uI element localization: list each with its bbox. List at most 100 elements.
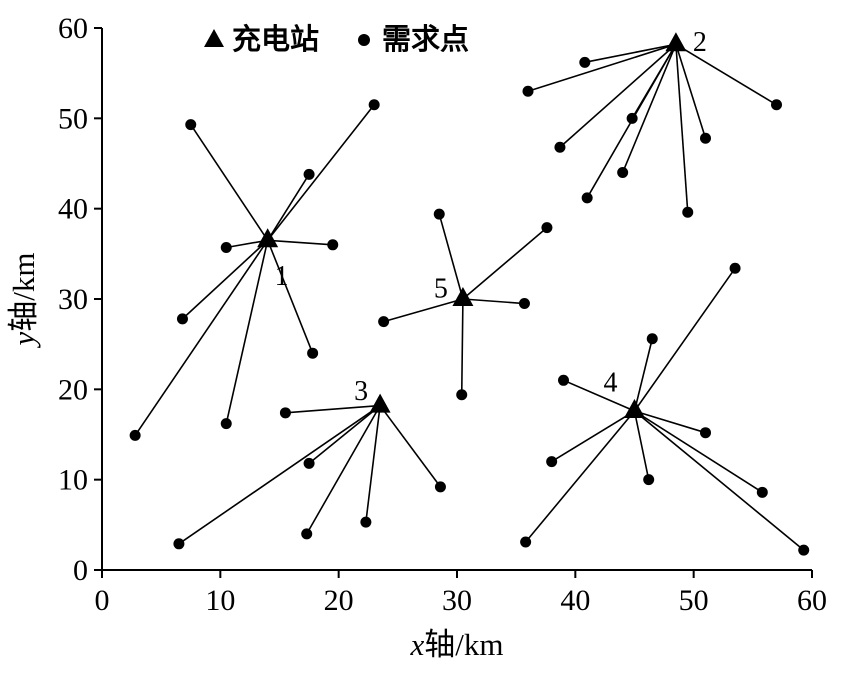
legend-triangle-icon [204, 29, 224, 47]
demand-point [368, 99, 380, 111]
x-tick-label: 40 [560, 584, 590, 617]
demand-point [520, 536, 532, 548]
assignment-line [365, 405, 381, 523]
demand-point [220, 242, 232, 254]
demand-point [579, 56, 591, 68]
y-tick-label: 40 [58, 193, 88, 226]
demand-point [646, 333, 658, 345]
assignment-line [462, 227, 548, 300]
assignment-line [267, 104, 375, 241]
assignment-line [584, 43, 677, 64]
demand-point [433, 208, 445, 220]
demand-point [729, 262, 741, 274]
demand-point [558, 374, 569, 386]
demand-point [129, 429, 141, 441]
demand-point [581, 192, 593, 204]
assignment-line [525, 410, 636, 543]
assignment-line [559, 43, 677, 148]
demand-point [756, 486, 768, 498]
demand-point [626, 112, 638, 124]
assignment-line [134, 239, 269, 436]
y-axis-label: y轴/km [6, 253, 41, 349]
assignment-line [527, 43, 677, 92]
legend: 充电站 需求点 [204, 23, 469, 56]
x-tick-label: 10 [205, 584, 235, 617]
x-tick-label: 60 [797, 584, 827, 617]
assignment-line [438, 213, 464, 300]
legend-label-demand: 需求点 [382, 23, 469, 56]
y-tick-label: 0 [73, 554, 88, 587]
demand-point [617, 167, 629, 179]
assignment-line [285, 404, 381, 414]
demand-point [303, 457, 315, 469]
station-label: 4 [604, 368, 618, 399]
station-label: 3 [354, 376, 368, 407]
demand-point [173, 538, 185, 550]
station-marker [369, 393, 391, 413]
assignment-line [633, 410, 650, 480]
demand-point [360, 516, 372, 528]
x-tick-label: 0 [95, 584, 110, 617]
demand-point [303, 168, 315, 180]
demand-point [554, 141, 566, 153]
demand-point [771, 99, 782, 111]
assignment-line [225, 240, 269, 424]
x-tick-label: 20 [324, 584, 354, 617]
demand-point [700, 427, 711, 439]
demand-point [541, 222, 553, 234]
assignment-line [383, 298, 464, 323]
demand-point [546, 456, 558, 468]
assignment-line [563, 379, 635, 412]
assignment-line [462, 298, 525, 305]
assignment-line [675, 44, 689, 213]
legend-dot-icon [358, 34, 370, 46]
x-tick-label: 50 [679, 584, 709, 617]
x-axis-label: x轴/km [410, 627, 504, 662]
assignment-line [634, 410, 706, 434]
assignment-line [631, 43, 677, 119]
assignment-line [190, 124, 269, 241]
markers: 1 2 3 4 5 [129, 27, 810, 556]
demand-point [700, 132, 711, 144]
demand-point [456, 389, 468, 401]
assignment-line [633, 267, 736, 412]
station-marker [665, 32, 687, 52]
assignment-line [306, 405, 381, 535]
assignment-line [460, 298, 464, 395]
assignment-line [178, 404, 381, 545]
y-tick-label: 10 [58, 464, 88, 497]
assignment-line [634, 410, 763, 493]
assignment-line [675, 44, 707, 139]
axes: 0 10 20 30 40 50 60 0 10 20 30 40 50 60 [58, 12, 827, 617]
assignment-line [308, 404, 381, 465]
demand-point [798, 544, 810, 556]
x-tick-label: 30 [442, 584, 472, 617]
y-tick-label: 50 [58, 102, 88, 135]
demand-point [220, 418, 232, 430]
assignment-line [267, 239, 333, 246]
demand-point [378, 316, 390, 328]
demand-point [301, 528, 313, 540]
assignment-lines [134, 43, 805, 551]
demand-point [307, 347, 319, 359]
assignment-line [266, 239, 314, 354]
y-tick-label: 30 [58, 283, 88, 316]
demand-point [643, 474, 655, 486]
station-label: 2 [693, 27, 707, 58]
station-label: 5 [434, 274, 448, 305]
axis-labels: x轴/km y轴/km [6, 253, 504, 663]
assignment-line [266, 173, 310, 241]
legend-label-station: 充电站 [232, 23, 319, 56]
demand-point [518, 298, 530, 310]
demand-point [434, 481, 446, 493]
assignment-line [675, 43, 777, 106]
station-label: 1 [275, 261, 289, 292]
assignment-line [621, 43, 677, 173]
assignment-line [551, 410, 635, 463]
demand-point [176, 313, 188, 325]
station-marker [452, 287, 474, 306]
demand-point [522, 85, 534, 97]
assignment-line [633, 410, 805, 551]
station-marker [624, 399, 645, 419]
